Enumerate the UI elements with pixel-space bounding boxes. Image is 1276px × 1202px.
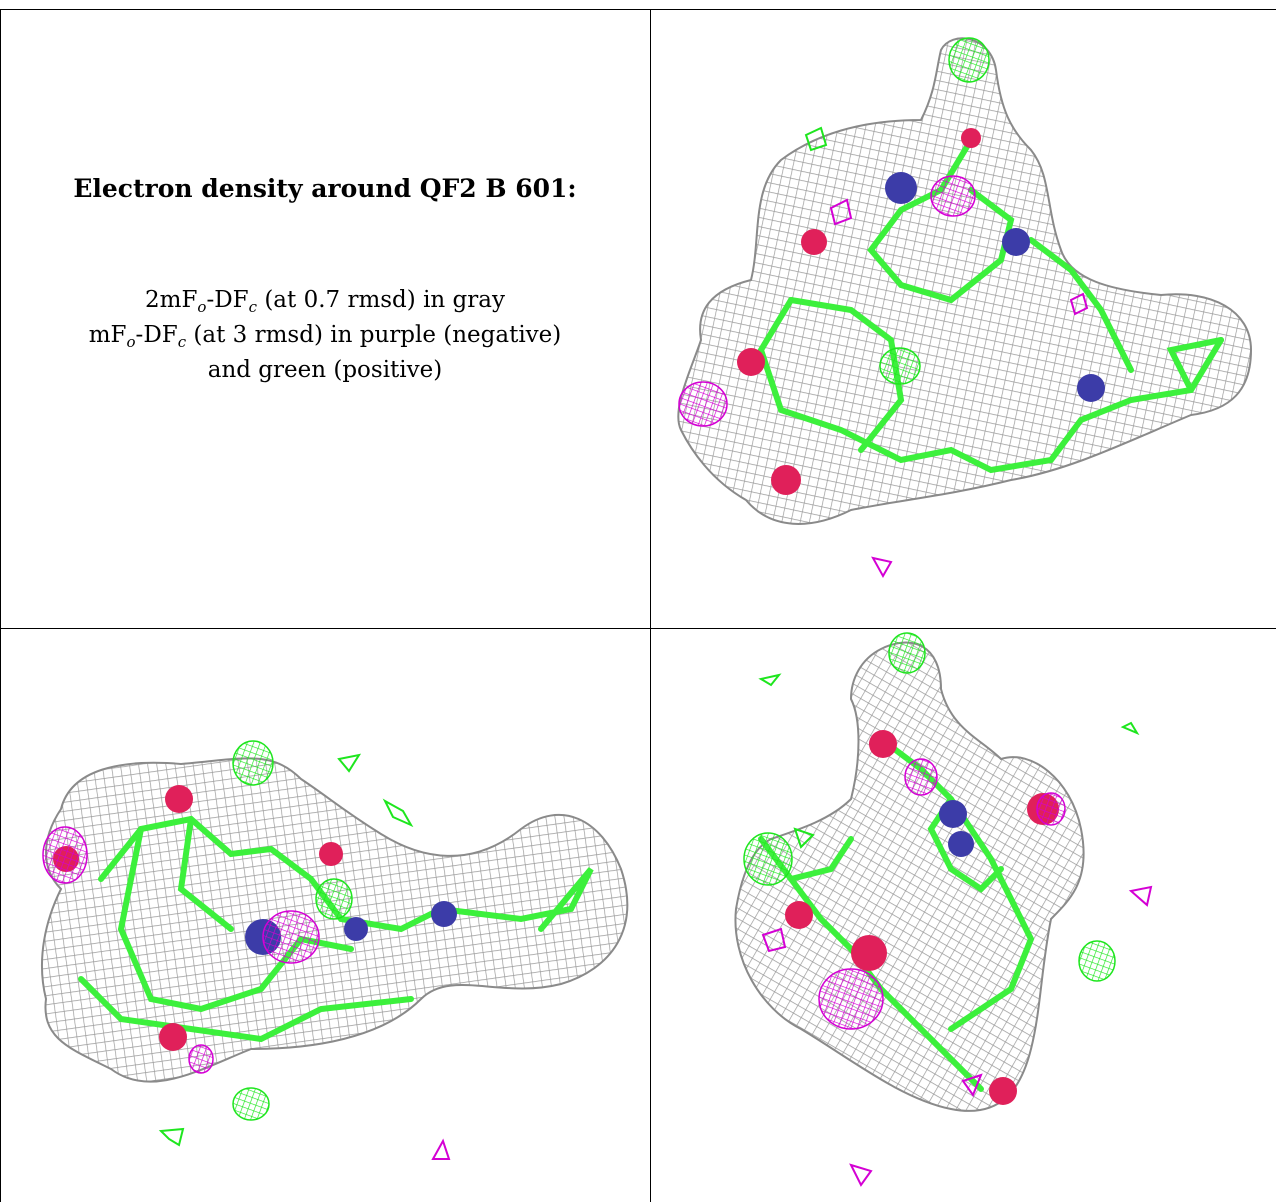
ligand-stick-model — [78, 815, 594, 1043]
border-left — [0, 9, 1, 1202]
density-panel-bottom-right — [651, 629, 1276, 1202]
density-panel-bottom-left — [1, 629, 650, 1202]
green-positive-blobs — [158, 740, 414, 1147]
density-panel-top-right — [651, 10, 1276, 628]
border-top — [0, 9, 1276, 10]
caption-line-fo-fc: mFo-DFc (at 3 rmsd) in purple (negative) — [88, 322, 562, 351]
caption-cell: Electron density around QF2 B 601: 2mFo-… — [0, 0, 650, 628]
density-render-2 — [40, 740, 629, 1160]
gray-2fofc-mesh — [677, 37, 1253, 525]
atoms — [737, 128, 1105, 495]
border-middle — [0, 628, 1276, 629]
green-positive-blobs — [743, 632, 1140, 982]
green-positive-blobs — [804, 37, 990, 385]
caption-line-2fo-fc: 2mFo-DFc (at 0.7 rmsd) in gray — [145, 287, 505, 316]
purple-negative-blobs — [761, 758, 1153, 1187]
gray-2fofc-mesh — [40, 757, 629, 1083]
purple-negative-blobs — [678, 175, 1089, 579]
border-center — [650, 9, 651, 1202]
density-render-1 — [677, 37, 1253, 579]
caption-line-positive: and green (positive) — [207, 357, 443, 383]
purple-negative-blobs — [42, 826, 451, 1160]
caption-title: Electron density around QF2 B 601: — [73, 174, 577, 203]
density-render-3 — [734, 632, 1153, 1187]
